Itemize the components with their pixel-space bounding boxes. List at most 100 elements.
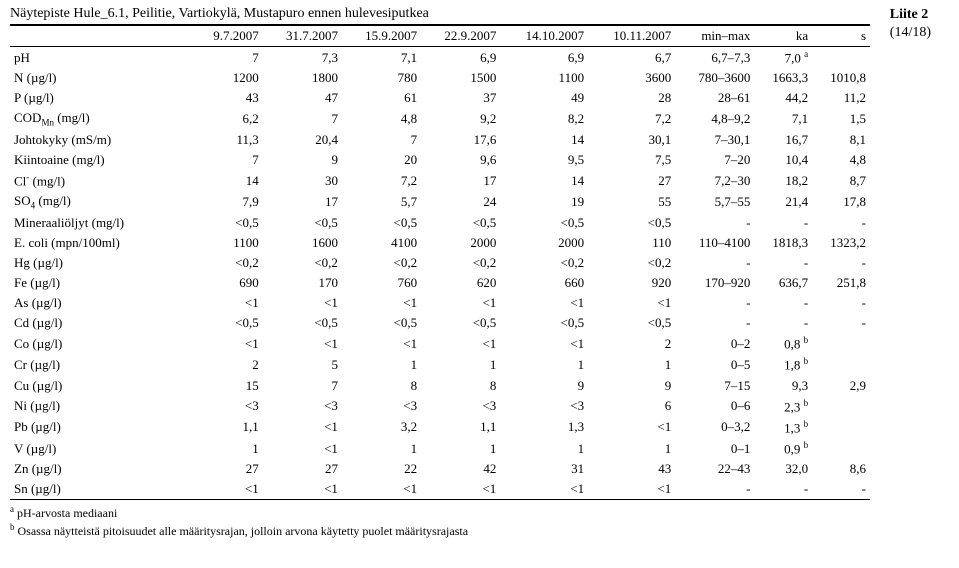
- cell: 1,3 b: [754, 417, 812, 438]
- cell: 110–4100: [675, 233, 754, 253]
- cell: -: [754, 213, 812, 233]
- cell: 32,0: [754, 459, 812, 479]
- row-label: Mineraaliöljyt (mg/l): [10, 213, 192, 233]
- cell: 44,2: [754, 88, 812, 108]
- cell: 8,2: [500, 108, 588, 130]
- row-label: Kiintoaine (mg/l): [10, 150, 192, 170]
- header-row: 9.7.2007 31.7.2007 15.9.2007 22.9.2007 1…: [10, 25, 870, 47]
- col-date-0: 9.7.2007: [192, 25, 263, 47]
- footnote-b: b Osassa näytteistä pitoisuudet alle mää…: [10, 522, 931, 540]
- cell: 1,8 b: [754, 354, 812, 375]
- cell: 1,5: [812, 108, 870, 130]
- row-label: Fe (µg/l): [10, 273, 192, 293]
- cell: 7: [192, 150, 263, 170]
- col-date-1: 31.7.2007: [263, 25, 342, 47]
- table-row: CODMn (mg/l)6,274,89,28,27,24,8–9,27,11,…: [10, 108, 870, 130]
- col-date-8: s: [812, 25, 870, 47]
- cell: 28: [588, 88, 675, 108]
- table-body: pH77,37,16,96,96,76,7–7,37,0 aN (µg/l)12…: [10, 47, 870, 500]
- cell: -: [812, 313, 870, 333]
- cell: <0,5: [263, 313, 342, 333]
- cell: <3: [421, 396, 500, 417]
- cell: [812, 354, 870, 375]
- cell: 3600: [588, 68, 675, 88]
- cell: -: [812, 479, 870, 500]
- cell: 11,2: [812, 88, 870, 108]
- cell: 1: [500, 354, 588, 375]
- cell: 9: [500, 376, 588, 396]
- cell: <0,2: [588, 253, 675, 273]
- cell: <3: [342, 396, 421, 417]
- cell: <1: [500, 293, 588, 313]
- row-label: Hg (µg/l): [10, 253, 192, 273]
- table-row: Co (µg/l)<1<1<1<1<120–20,8 b: [10, 333, 870, 354]
- cell: 11,3: [192, 130, 263, 150]
- cell: 1800: [263, 68, 342, 88]
- cell: 1100: [500, 68, 588, 88]
- row-label: CODMn (mg/l): [10, 108, 192, 130]
- cell: 636,7: [754, 273, 812, 293]
- cell: -: [754, 313, 812, 333]
- cell: -: [754, 253, 812, 273]
- cell: -: [675, 479, 754, 500]
- row-label: Zn (µg/l): [10, 459, 192, 479]
- cell: 660: [500, 273, 588, 293]
- cell: 24: [421, 191, 500, 213]
- cell: 8,7: [812, 170, 870, 191]
- cell: 22: [342, 459, 421, 479]
- cell: 2,3 b: [754, 396, 812, 417]
- cell: <1: [588, 417, 675, 438]
- cell: 55: [588, 191, 675, 213]
- cell: 9,3: [754, 376, 812, 396]
- cell: 14: [192, 170, 263, 191]
- cell: [812, 47, 870, 69]
- row-label: Co (µg/l): [10, 333, 192, 354]
- footnotes: a pH-arvosta mediaani b Osassa näytteist…: [10, 504, 931, 539]
- cell: 16,7: [754, 130, 812, 150]
- cell: 4,8–9,2: [675, 108, 754, 130]
- col-date-3: 22.9.2007: [421, 25, 500, 47]
- cell: 7,2: [588, 108, 675, 130]
- cell: <0,5: [421, 213, 500, 233]
- cell: 1500: [421, 68, 500, 88]
- cell: <0,2: [263, 253, 342, 273]
- cell: 0–5: [675, 354, 754, 375]
- cell: 30: [263, 170, 342, 191]
- cell: 28–61: [675, 88, 754, 108]
- row-label: V (µg/l): [10, 438, 192, 459]
- cell: 6,7–7,3: [675, 47, 754, 69]
- cell: 7,3: [263, 47, 342, 69]
- cell: 9,6: [421, 150, 500, 170]
- cell: 14: [500, 170, 588, 191]
- cell: 49: [500, 88, 588, 108]
- cell: 17,6: [421, 130, 500, 150]
- cell: 1: [342, 354, 421, 375]
- cell: 1663,3: [754, 68, 812, 88]
- cell: 2: [588, 333, 675, 354]
- table-row: N (µg/l)12001800780150011003600780–36001…: [10, 68, 870, 88]
- cell: <1: [192, 479, 263, 500]
- cell: <1: [263, 417, 342, 438]
- cell: 1010,8: [812, 68, 870, 88]
- cell: 47: [263, 88, 342, 108]
- cell: <1: [342, 479, 421, 500]
- cell: 1,1: [421, 417, 500, 438]
- cell: 5,7–55: [675, 191, 754, 213]
- table-row: P (µg/l)43476137492828–6144,211,2: [10, 88, 870, 108]
- table-row: Pb (µg/l)1,1<13,21,11,3<10–3,21,3 b: [10, 417, 870, 438]
- cell: 1: [192, 438, 263, 459]
- cell: 19: [500, 191, 588, 213]
- cell: 7,5: [588, 150, 675, 170]
- cell: 920: [588, 273, 675, 293]
- cell: 1200: [192, 68, 263, 88]
- row-label: Cu (µg/l): [10, 376, 192, 396]
- cell: 110: [588, 233, 675, 253]
- cell: 27: [588, 170, 675, 191]
- cell: 251,8: [812, 273, 870, 293]
- cell: 17: [263, 191, 342, 213]
- cell: 4,8: [342, 108, 421, 130]
- row-label: Sn (µg/l): [10, 479, 192, 500]
- cell: 6,2: [192, 108, 263, 130]
- cell: 6,7: [588, 47, 675, 69]
- appendix-label: Liite 2 (14/18): [890, 6, 931, 41]
